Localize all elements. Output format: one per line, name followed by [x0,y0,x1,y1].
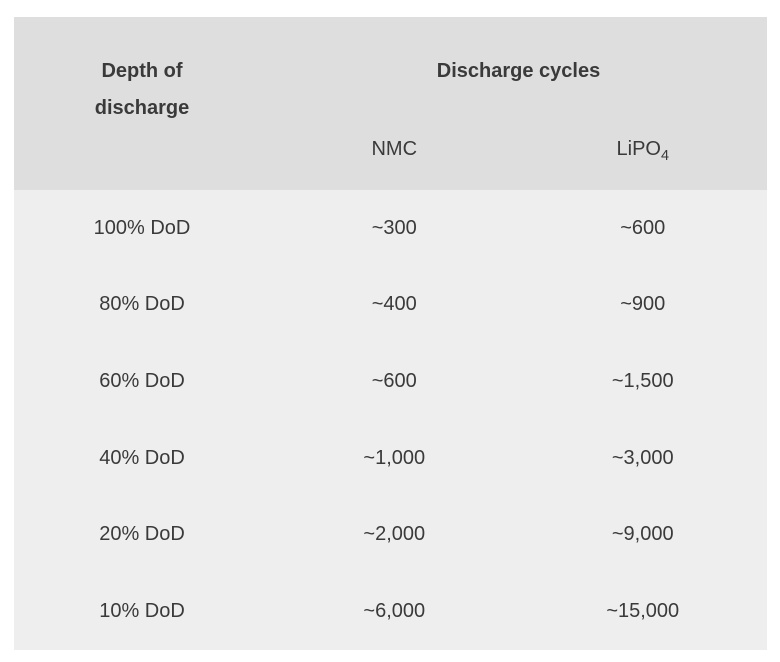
table-row: 20% DoD ~2,000 ~9,000 [14,497,767,574]
header-discharge-cycles-group: Discharge cycles NMC LiPO4 [270,17,767,190]
cell-lipo4-cycles: ~600 [620,216,666,239]
cell-nmc-cycles: ~2,000 [363,523,426,546]
cell-lipo4-cycles: ~3,000 [611,446,674,469]
cell-dod: 80% DoD [99,293,185,316]
cell-lipo4-cycles: ~15,000 [606,600,680,623]
cell-lipo4-cycles: ~9,000 [611,523,674,546]
cell-dod: 60% DoD [99,370,185,393]
table-body: 100% DoD ~300 ~600 80% DoD ~400 ~900 60%… [14,190,767,650]
header-lipo4-subscript: 4 [660,148,669,164]
table-row: 100% DoD ~300 ~600 [14,190,767,267]
cell-dod: 20% DoD [99,523,185,546]
header-depth-line2: discharge [94,97,190,119]
table-row: 80% DoD ~400 ~900 [14,267,767,344]
table-header: Depth of discharge Discharge cycles NMC … [14,17,767,190]
header-lipo4-base: LiPO [616,138,661,160]
header-discharge-cycles-label: Discharge cycles [436,60,601,82]
header-depth-of-discharge: Depth of discharge [14,17,270,190]
cell-nmc-cycles: ~1,000 [363,446,426,469]
header-depth-line1: Depth of [101,60,183,82]
cell-dod: 100% DoD [93,216,191,239]
cell-nmc-cycles: ~400 [371,293,417,316]
table-row: 60% DoD ~600 ~1,500 [14,343,767,420]
header-nmc: NMC [371,138,418,160]
cell-dod: 10% DoD [99,600,185,623]
cell-nmc-cycles: ~600 [371,370,417,393]
cell-nmc-cycles: ~300 [371,216,417,239]
header-lipo4: LiPO4 [519,137,767,164]
cell-lipo4-cycles: ~900 [620,293,666,316]
battery-cycle-table: Depth of discharge Discharge cycles NMC … [14,17,767,650]
table-row: 10% DoD ~6,000 ~15,000 [14,573,767,650]
header-series-row: NMC LiPO4 [270,137,767,164]
cell-dod: 40% DoD [99,446,185,469]
table-row: 40% DoD ~1,000 ~3,000 [14,420,767,497]
cell-lipo4-cycles: ~1,500 [611,370,674,393]
cell-nmc-cycles: ~6,000 [363,600,426,623]
